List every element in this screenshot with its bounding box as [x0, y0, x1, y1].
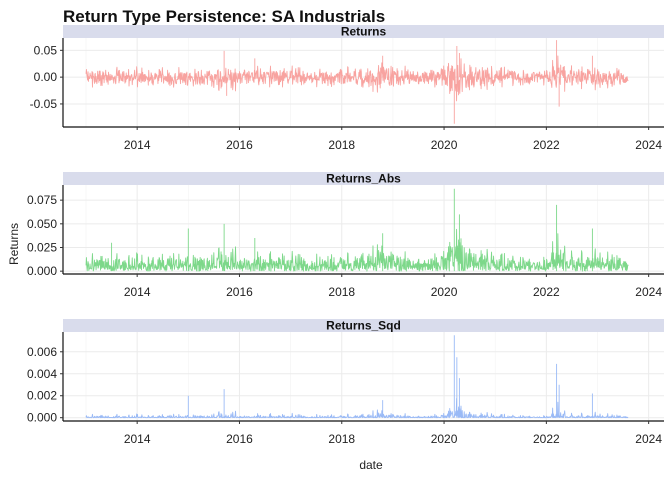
x-tick-label: 2020 — [431, 285, 458, 299]
x-tick-label: 2014 — [124, 285, 151, 299]
y-tick-label: -0.05 — [30, 97, 58, 111]
x-tick-label: 2024 — [635, 285, 662, 299]
x-tick-label: 2018 — [328, 432, 355, 446]
y-tick-label: 0.006 — [27, 345, 57, 359]
x-tick-label: 2022 — [533, 138, 560, 152]
y-tick-label: 0.050 — [27, 217, 57, 231]
grid-lines — [63, 332, 664, 421]
series-line — [85, 335, 629, 419]
x-tick-label: 2020 — [431, 432, 458, 446]
y-tick-label: 0.000 — [27, 411, 57, 425]
x-tick-label: 2024 — [635, 432, 662, 446]
y-tick-label: 0.000 — [27, 264, 57, 278]
y-tick-label: 0.002 — [27, 389, 57, 403]
x-tick-label: 2018 — [328, 138, 355, 152]
facet-strip-label: Returns — [341, 25, 387, 39]
x-tick-label: 2024 — [635, 138, 662, 152]
x-tick-label: 2016 — [226, 285, 253, 299]
facet-strip — [63, 25, 664, 38]
x-tick-label: 2016 — [226, 138, 253, 152]
x-tick-label: 2014 — [124, 432, 151, 446]
chart-title: Return Type Persistence: SA Industrials — [63, 7, 385, 26]
x-tick-label: 2022 — [533, 432, 560, 446]
y-tick-label: 0.00 — [34, 70, 58, 84]
x-tick-label: 2014 — [124, 138, 151, 152]
y-axis-title: Returns — [7, 223, 21, 265]
y-tick-label: 0.05 — [34, 43, 58, 57]
facet-strip — [63, 319, 664, 332]
series-line — [85, 188, 629, 272]
grid-lines — [63, 185, 664, 274]
facet-strip — [63, 172, 664, 185]
y-tick-label: 0.075 — [27, 193, 57, 207]
x-tick-label: 2016 — [226, 432, 253, 446]
x-axis-title: date — [359, 458, 383, 472]
facet-strip-label: Returns_Sqd — [326, 319, 401, 333]
x-tick-label: 2018 — [328, 285, 355, 299]
y-tick-label: 0.004 — [27, 367, 57, 381]
x-tick-label: 2022 — [533, 285, 560, 299]
y-tick-label: 0.025 — [27, 240, 57, 254]
series-line — [85, 40, 629, 124]
facet-strip-label: Returns_Abs — [326, 172, 401, 186]
x-tick-label: 2020 — [431, 138, 458, 152]
